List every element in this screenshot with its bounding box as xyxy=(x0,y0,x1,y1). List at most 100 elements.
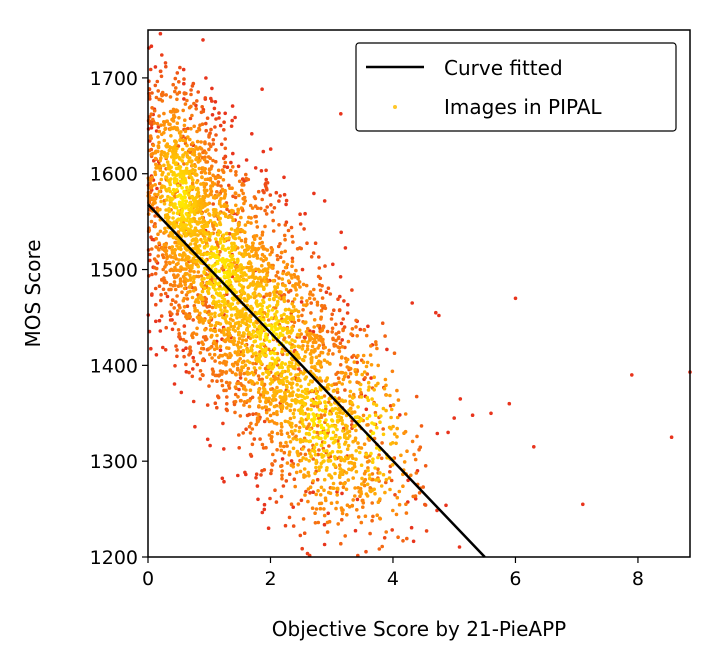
data-point xyxy=(266,309,271,313)
data-point xyxy=(283,249,288,254)
data-point xyxy=(173,202,177,206)
data-point xyxy=(261,149,266,154)
data-point xyxy=(262,318,266,322)
data-point xyxy=(384,477,389,482)
data-point xyxy=(165,256,169,261)
data-point xyxy=(309,301,314,305)
data-point xyxy=(318,430,323,435)
data-point xyxy=(207,167,212,172)
data-point xyxy=(197,244,202,248)
data-point xyxy=(220,383,225,388)
y-tick-label: 1300 xyxy=(90,451,138,473)
data-point xyxy=(224,319,228,324)
data-point xyxy=(247,349,251,353)
data-point xyxy=(261,371,265,376)
data-point xyxy=(242,331,246,336)
data-point xyxy=(178,175,183,179)
data-point xyxy=(230,210,234,215)
data-point xyxy=(201,166,205,170)
data-point xyxy=(374,425,379,430)
data-point xyxy=(326,511,331,516)
data-point xyxy=(317,408,322,412)
data-point xyxy=(190,152,195,156)
data-point xyxy=(355,508,359,512)
data-point xyxy=(186,135,190,139)
data-point xyxy=(215,333,219,338)
data-point xyxy=(245,328,249,332)
data-point xyxy=(262,468,267,472)
data-point xyxy=(213,100,218,104)
data-point xyxy=(326,352,331,356)
data-point xyxy=(214,237,218,241)
data-point xyxy=(196,90,200,94)
data-point xyxy=(317,255,321,259)
data-point xyxy=(322,542,327,547)
data-point xyxy=(221,369,225,374)
data-point xyxy=(301,412,306,416)
data-point xyxy=(267,264,272,269)
data-point xyxy=(276,356,280,361)
data-point xyxy=(177,268,181,273)
data-point xyxy=(285,262,290,267)
data-point xyxy=(385,347,389,352)
data-point xyxy=(380,321,385,326)
data-point xyxy=(294,268,298,273)
data-point xyxy=(336,522,341,526)
data-point xyxy=(303,452,308,457)
data-point xyxy=(306,340,310,345)
data-point xyxy=(260,304,265,308)
data-point xyxy=(220,353,225,358)
data-point xyxy=(202,270,206,274)
data-point xyxy=(182,162,186,166)
data-point xyxy=(244,176,249,181)
data-point xyxy=(257,357,262,361)
data-point xyxy=(228,381,232,385)
data-point xyxy=(253,214,257,219)
data-point xyxy=(153,200,157,205)
data-point xyxy=(244,427,248,432)
data-point xyxy=(238,294,242,299)
data-point xyxy=(347,408,351,413)
data-point xyxy=(237,251,242,255)
data-point xyxy=(275,448,279,452)
data-point xyxy=(370,472,375,476)
data-point xyxy=(174,179,179,184)
data-point xyxy=(253,276,257,281)
data-point xyxy=(305,395,310,400)
data-point xyxy=(330,486,335,490)
data-point xyxy=(181,337,186,342)
data-point xyxy=(315,401,319,406)
data-point xyxy=(189,92,193,97)
data-point xyxy=(312,191,316,196)
data-point xyxy=(164,260,168,264)
data-point xyxy=(240,360,245,365)
data-point xyxy=(274,274,279,278)
data-point xyxy=(286,228,291,233)
data-point xyxy=(323,434,328,439)
data-point xyxy=(172,382,177,386)
data-point xyxy=(160,194,164,199)
data-point xyxy=(208,192,213,196)
data-point xyxy=(215,261,220,266)
data-point xyxy=(343,388,347,392)
data-point xyxy=(297,429,302,434)
data-point xyxy=(298,212,302,216)
data-point xyxy=(207,142,212,146)
data-point xyxy=(173,321,177,326)
data-point xyxy=(209,323,214,328)
data-point xyxy=(351,353,356,358)
data-point xyxy=(149,178,153,182)
data-point xyxy=(343,246,348,250)
data-point xyxy=(215,346,219,351)
data-point xyxy=(368,531,372,536)
data-point xyxy=(353,494,357,498)
y-tick-label: 1600 xyxy=(90,164,138,186)
data-point xyxy=(356,353,360,358)
data-point xyxy=(279,429,283,433)
data-point xyxy=(340,421,345,426)
data-point xyxy=(330,383,334,388)
data-point xyxy=(489,411,493,416)
data-point xyxy=(340,345,345,349)
data-point xyxy=(239,188,244,193)
data-point xyxy=(279,314,284,318)
